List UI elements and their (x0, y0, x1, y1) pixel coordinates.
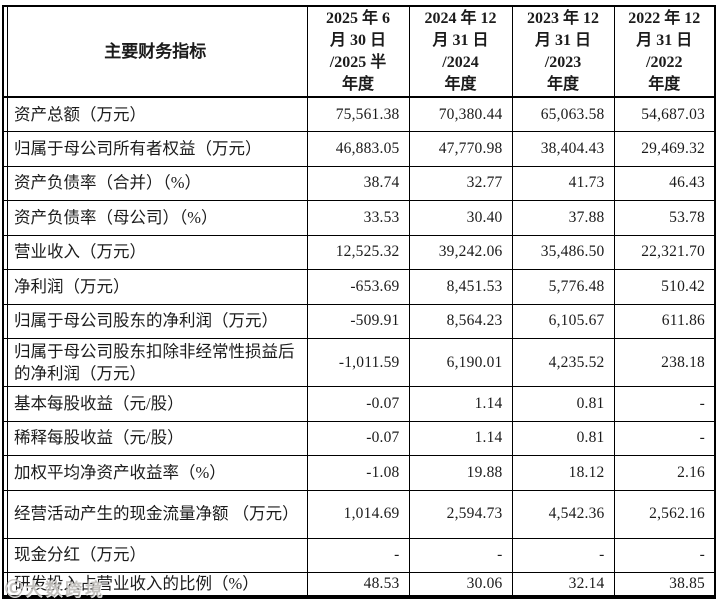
header-period-2024: 2024 年 12 月 31 日 /2024 年度 (408, 5, 513, 98)
table-row: 研发投入占营业收入的比例（%） 48.53 30.06 32.14 38.85 (2, 572, 716, 598)
header-period-2022: 2022 年 12 月 31 日 /2022 年度 (613, 5, 716, 98)
value-cell: - (613, 537, 716, 573)
value-cell: 47,770.98 (408, 131, 513, 167)
table-row: 资产总额（万元） 75,561.38 70,380.44 65,063.58 54,68… (2, 96, 716, 132)
row-label: 资产负债率（合并）（%） (2, 165, 308, 201)
row-label: 归属于母公司股东的净利润（万元） (2, 303, 308, 339)
header-row: 主要财务指标 2025 年 6 月 30 日 /2025 半 年度 2024 年… (2, 5, 716, 98)
table-row: 基本每股收益（元/股） -0.07 1.14 0.81- (2, 386, 716, 422)
table-row: 归属于母公司所有者权益（万元） 46,883.05 47,770.98 38,404.… (2, 131, 716, 167)
value-cell: 48.53 (306, 572, 410, 598)
table-row: 营业收入（万元） 12,525.32 39,242.06 35,486.50 22,32… (2, 234, 716, 270)
value-cell: 37.88 (511, 200, 615, 236)
value-cell: -0.07 (306, 386, 410, 422)
value-cell: 4,542.36 (511, 489, 615, 539)
table-body: 资产总额（万元） 75,561.38 70,380.44 65,063.58 54,68… (2, 96, 716, 598)
table-row: 资产负债率（合并）（%） 38.74 32.77 41.73 46.43 (2, 165, 716, 201)
value-cell: 1,014.69 (306, 489, 410, 539)
value-cell: 8,564.23 (408, 303, 513, 339)
value-cell: 0.81 (511, 420, 615, 456)
value-cell: 33.53 (306, 200, 410, 236)
value-cell: 4,235.52 (511, 338, 615, 387)
value-cell: 38.85 (613, 572, 716, 598)
table-header: 主要财务指标 2025 年 6 月 30 日 /2025 半 年度 2024 年… (2, 5, 716, 98)
value-cell: 46.43 (613, 165, 716, 201)
value-cell: 70,380.44 (408, 96, 513, 132)
value-cell: 510.42 (613, 269, 716, 305)
value-cell: 2.16 (613, 455, 716, 491)
row-label: 资产负债率（母公司）（%） (2, 200, 308, 236)
value-cell: 2,594.73 (408, 489, 513, 539)
row-label: 研发投入占营业收入的比例（%） (2, 572, 308, 598)
financial-indicators-table: 主要财务指标 2025 年 6 月 30 日 /2025 半 年度 2024 年… (2, 5, 716, 599)
value-cell: 6,105.67 (511, 303, 615, 339)
row-label: 现金分红（万元） (2, 537, 308, 573)
value-cell: 12,525.32 (306, 234, 410, 270)
table-row: 现金分红（万元） - - - - (2, 537, 716, 573)
value-cell: 611.86 (613, 303, 716, 339)
value-cell: 32.77 (408, 165, 513, 201)
row-label: 营业收入（万元） (2, 234, 308, 270)
header-period-2023: 2023 年 12 月 31 日 /2023 年度 (511, 5, 615, 98)
value-cell: -509.91 (306, 303, 410, 339)
row-label: 归属于母公司所有者权益（万元） (2, 131, 308, 167)
table-row: 净利润（万元） -653.69 8,451.53 5,776.48 510.42 (2, 269, 716, 305)
value-cell: 38,404.43 (511, 131, 615, 167)
row-label: 稀释每股收益（元/股） (2, 420, 308, 456)
value-cell: - (613, 386, 716, 422)
value-cell: 46,883.05 (306, 131, 410, 167)
value-cell: 54,687.03 (613, 96, 716, 132)
table-row: 加权平均净资产收益率（%） -1.08 19.88 18.12 2.16 (2, 455, 716, 491)
row-label: 净利润（万元） (2, 269, 308, 305)
value-cell: 18.12 (511, 455, 615, 491)
value-cell: 39,242.06 (408, 234, 513, 270)
value-cell: 2,562.16 (613, 489, 716, 539)
row-label: 加权平均净资产收益率（%） (2, 455, 308, 491)
value-cell: 19.88 (408, 455, 513, 491)
table-row: 资产负债率（母公司）（%） 33.53 30.40 37.88 53.78 (2, 200, 716, 236)
value-cell: -1,011.59 (306, 338, 410, 387)
value-cell: 65,063.58 (511, 96, 615, 132)
table-row: 归属于母公司股东的净利润（万元） -509.91 8,564.23 6,105.67 6… (2, 303, 716, 339)
value-cell: 1.14 (408, 420, 513, 456)
value-cell: 30.06 (408, 572, 513, 598)
value-cell: 22,321.70 (613, 234, 716, 270)
value-cell: 35,486.50 (511, 234, 615, 270)
value-cell: 32.14 (511, 572, 615, 598)
value-cell: 53.78 (613, 200, 716, 236)
value-cell: -653.69 (306, 269, 410, 305)
value-cell: - (511, 537, 615, 573)
header-period-2025-h1: 2025 年 6 月 30 日 /2025 半 年度 (306, 5, 410, 98)
value-cell: 6,190.01 (408, 338, 513, 387)
table-inner-left-border (7, 5, 8, 595)
table-row: 稀释每股收益（元/股） -0.07 1.14 0.81- (2, 420, 716, 456)
value-cell: - (613, 420, 716, 456)
value-cell: 0.81 (511, 386, 615, 422)
row-label: 基本每股收益（元/股） (2, 386, 308, 422)
row-label: 归属于母公司股东扣除非经常性损益后的净利润（万元） (2, 338, 308, 387)
value-cell: - (408, 537, 513, 573)
value-cell: 8,451.53 (408, 269, 513, 305)
value-cell: 30.40 (408, 200, 513, 236)
value-cell: -1.08 (306, 455, 410, 491)
value-cell: 1.14 (408, 386, 513, 422)
value-cell: 38.74 (306, 165, 410, 201)
value-cell: 41.73 (511, 165, 615, 201)
row-label: 经营活动产生的现金流量净额 （万元） (2, 489, 308, 539)
value-cell: 238.18 (613, 338, 716, 387)
value-cell: 29,469.32 (613, 131, 716, 167)
value-cell: 75,561.38 (306, 96, 410, 132)
value-cell: - (306, 537, 410, 573)
header-indicator-label: 主要财务指标 (2, 5, 308, 98)
value-cell: 5,776.48 (511, 269, 615, 305)
table-row: 经营活动产生的现金流量净额 （万元） 1,014.69 2,594.73 4,542.… (2, 489, 716, 539)
table-row: 归属于母公司股东扣除非经常性损益后的净利润（万元） -1,011.59 6,190.… (2, 338, 716, 387)
row-label: 资产总额（万元） (2, 96, 308, 132)
value-cell: -0.07 (306, 420, 410, 456)
